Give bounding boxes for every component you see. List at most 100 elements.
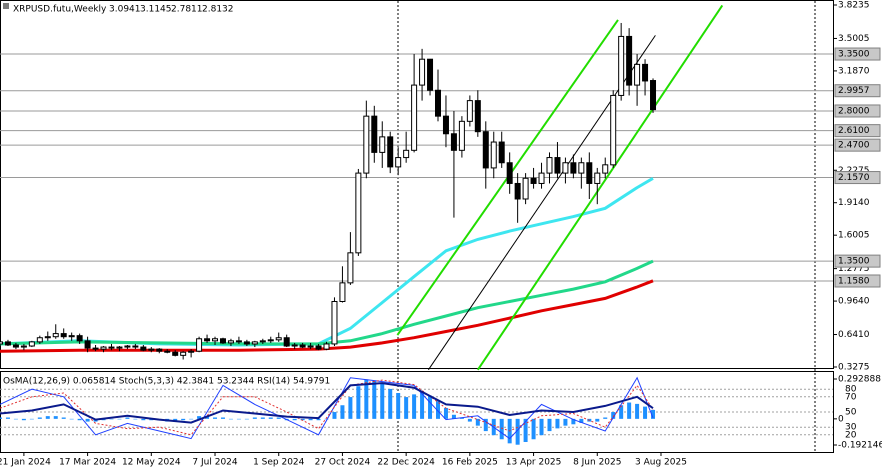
candle-body xyxy=(514,182,521,200)
osma-bar xyxy=(483,418,488,432)
candle-body xyxy=(323,343,330,350)
level-label-box xyxy=(834,104,881,118)
osma-bar xyxy=(404,397,409,419)
level-label: 2.1570 xyxy=(838,173,870,183)
osma-bar xyxy=(396,393,401,419)
osma-bar xyxy=(61,417,66,419)
oscillator-tick-label: 30 xyxy=(845,423,857,433)
candle-body xyxy=(506,162,513,184)
candle-body xyxy=(458,120,465,151)
osma-bar xyxy=(141,418,146,421)
candle-body xyxy=(450,133,457,151)
candle-body xyxy=(650,80,657,111)
osma-bar xyxy=(181,418,186,421)
indicator-header: OsMA(12,26,9) 0.065814 Stoch(5,3,3) 42.3… xyxy=(3,377,330,387)
level-label-box xyxy=(834,124,881,138)
osma-bar xyxy=(348,397,353,419)
y-tick-label: 0.9640 xyxy=(838,297,870,307)
osma-bar xyxy=(228,418,233,420)
osma-bar xyxy=(443,407,448,419)
candle-body xyxy=(267,339,274,342)
osma-bar xyxy=(515,418,520,445)
osma-bar xyxy=(197,416,202,419)
y-tick-label: 1.2775 xyxy=(838,264,870,274)
candle-body xyxy=(315,345,322,350)
candle-body xyxy=(60,333,67,338)
osma-bar xyxy=(364,379,369,419)
osma-bar xyxy=(555,418,560,429)
candle-body xyxy=(124,345,131,348)
x-tick-label: 3 Aug 2025 xyxy=(635,458,687,467)
candle-body xyxy=(419,58,426,86)
candle-body xyxy=(283,337,290,347)
osma-bar xyxy=(643,406,648,419)
x-tick-label: 27 Oct 2024 xyxy=(315,458,371,467)
candle-body xyxy=(212,338,219,342)
candle-body xyxy=(251,341,258,345)
level-label-box xyxy=(834,274,881,288)
osma-bar xyxy=(651,409,656,419)
osma-bar xyxy=(0,417,2,419)
osma-bar xyxy=(260,417,265,419)
candle-body xyxy=(522,177,529,200)
osma-tick-label: 0 xyxy=(838,414,844,424)
osma-bar xyxy=(475,418,480,426)
candle-body xyxy=(474,100,481,133)
y-tick-label: 0.3275 xyxy=(838,362,870,372)
osma-bar xyxy=(69,418,74,420)
osma-bar xyxy=(531,418,536,440)
candle-body xyxy=(76,335,83,342)
osma-bar xyxy=(340,405,345,419)
candle-body xyxy=(44,336,51,339)
y-tick-label: 2.2275 xyxy=(838,166,870,176)
osma-bar xyxy=(332,412,337,419)
x-tick-label: 12 May 2024 xyxy=(122,458,181,467)
candle-body xyxy=(84,340,91,349)
candle-body xyxy=(618,35,625,96)
level-label: 3.3500 xyxy=(838,50,870,60)
osma-bar xyxy=(539,418,544,436)
candle-body xyxy=(578,162,585,174)
level-label-box xyxy=(834,171,881,185)
candle-body xyxy=(347,252,354,284)
x-tick-label: 21 Jan 2024 xyxy=(0,458,51,467)
trend-line xyxy=(427,35,656,371)
osma-bar xyxy=(53,416,58,419)
chart-title: XRPUSD.futu,Weekly xyxy=(13,5,107,15)
candle-body xyxy=(12,344,19,348)
osma-bar xyxy=(316,418,321,421)
osma-bar xyxy=(356,386,361,419)
osma-bar xyxy=(579,418,584,423)
candle-body xyxy=(52,333,59,338)
candle-body xyxy=(275,337,282,341)
y-tick-label: 3.1870 xyxy=(838,66,870,76)
osma-bar xyxy=(547,418,552,432)
candle-body xyxy=(307,345,314,348)
osma-bar xyxy=(308,418,313,421)
candle-body xyxy=(172,351,179,356)
candle-body xyxy=(538,172,545,184)
osma-bar xyxy=(220,417,225,419)
osma-bar xyxy=(428,395,433,419)
level-label: 2.6100 xyxy=(838,126,870,136)
y-tick-label: 3.5005 xyxy=(838,34,870,44)
osma-bar xyxy=(133,418,138,420)
candle-body xyxy=(164,350,171,353)
osma-bar xyxy=(635,403,640,419)
x-tick-label: 7 Jul 2024 xyxy=(192,458,237,467)
osma-bar xyxy=(268,417,273,419)
candle-body xyxy=(411,84,418,151)
oscillator-tick-label: 70 xyxy=(845,392,857,402)
level-label: 1.1580 xyxy=(838,276,870,286)
candle-body xyxy=(427,58,434,91)
candle-body xyxy=(610,94,617,166)
osma-bar xyxy=(244,418,249,420)
oscillator-tick-label: 50 xyxy=(845,408,857,418)
main-frame xyxy=(0,0,834,369)
level-label: 1.3500 xyxy=(838,257,870,267)
candle-body xyxy=(108,346,115,349)
level-label: 2.4700 xyxy=(838,141,870,151)
osma-bar xyxy=(85,418,90,422)
candle-body xyxy=(642,63,649,82)
